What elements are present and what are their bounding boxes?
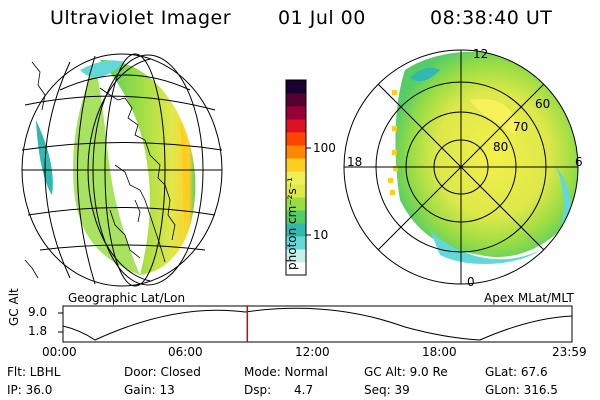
lat-label-60: 60 bbox=[535, 97, 551, 111]
colorbar-cell bbox=[286, 119, 306, 133]
info-dsp: Dsp: 4.7 bbox=[244, 383, 314, 397]
colorbar-cell bbox=[286, 158, 306, 172]
globe-grid bbox=[21, 53, 223, 287]
info-door: Door: Closed bbox=[124, 365, 201, 379]
date-label: 01 Jul 00 bbox=[278, 7, 366, 29]
polar-grid bbox=[343, 49, 579, 285]
colorbar-cell bbox=[286, 80, 306, 94]
globe-coastlines bbox=[24, 61, 176, 279]
colorbar-tick-10: 10 bbox=[313, 228, 329, 242]
info-gc-alt: GC Alt: 9.0 Re bbox=[364, 365, 448, 379]
colorbar-cell bbox=[286, 145, 306, 159]
colorbar-cell bbox=[286, 197, 306, 211]
colorbar-cell bbox=[286, 249, 306, 263]
app-title: Ultraviolet Imager bbox=[50, 7, 232, 29]
info-gain: Gain: 13 bbox=[124, 383, 175, 397]
geographic-globe bbox=[21, 53, 223, 287]
colorbar-cell bbox=[286, 132, 306, 146]
colorbar bbox=[285, 79, 311, 276]
timeline-ytick-1: 1.8 bbox=[28, 324, 48, 338]
timeline-xtick-4: 23:59 bbox=[552, 345, 587, 359]
info-mode: Mode: Normal bbox=[244, 365, 328, 379]
mlt-label-top: 12 bbox=[473, 47, 489, 61]
colorbar-cell bbox=[286, 171, 306, 185]
timeline-xtick-2: 12:00 bbox=[295, 345, 330, 359]
colorbar-cell bbox=[286, 236, 306, 250]
colorbar-tick-100: 100 bbox=[313, 141, 336, 155]
colorbar-cell bbox=[286, 223, 306, 237]
timeline-ytick-9: 9.0 bbox=[28, 305, 48, 319]
orbit-timeline bbox=[58, 305, 573, 343]
apex-caption: Apex MLat/MLT bbox=[484, 291, 574, 305]
mlt-label-bottom: 0 bbox=[467, 275, 475, 289]
polar-emission bbox=[395, 51, 578, 265]
lat-label-80: 80 bbox=[493, 140, 509, 154]
colorbar-cell bbox=[286, 210, 306, 224]
time-label: 08:38:40 UT bbox=[430, 7, 553, 29]
lat-label-70: 70 bbox=[513, 120, 529, 134]
globe-emission bbox=[36, 59, 196, 275]
info-glat: GLat: 67.6 bbox=[485, 365, 548, 379]
timeline-xtick-3: 18:00 bbox=[422, 345, 457, 359]
timeline-xtick-0: 00:00 bbox=[42, 345, 77, 359]
timeline-y-label: GC Alt bbox=[7, 288, 21, 326]
colorbar-cell bbox=[286, 93, 306, 107]
info-seq: Seq: 39 bbox=[364, 383, 410, 397]
mlt-label-left: 18 bbox=[347, 155, 363, 169]
timeline-xtick-1: 06:00 bbox=[168, 345, 203, 359]
colorbar-cell bbox=[286, 262, 306, 276]
colorbar-cell bbox=[286, 106, 306, 120]
info-ip: IP: 36.0 bbox=[7, 383, 53, 397]
geographic-caption: Geographic Lat/Lon bbox=[68, 291, 186, 305]
polar-dayside-dots bbox=[388, 90, 398, 195]
colorbar-cell bbox=[286, 184, 306, 198]
mlt-label-right: 6 bbox=[575, 155, 583, 169]
info-filter: Flt: LBHL bbox=[7, 365, 61, 379]
colorbar-unit-label: photon cm⁻²s⁻¹ bbox=[285, 177, 299, 270]
info-glon: GLon: 316.5 bbox=[485, 383, 558, 397]
polar-plot bbox=[343, 49, 579, 285]
